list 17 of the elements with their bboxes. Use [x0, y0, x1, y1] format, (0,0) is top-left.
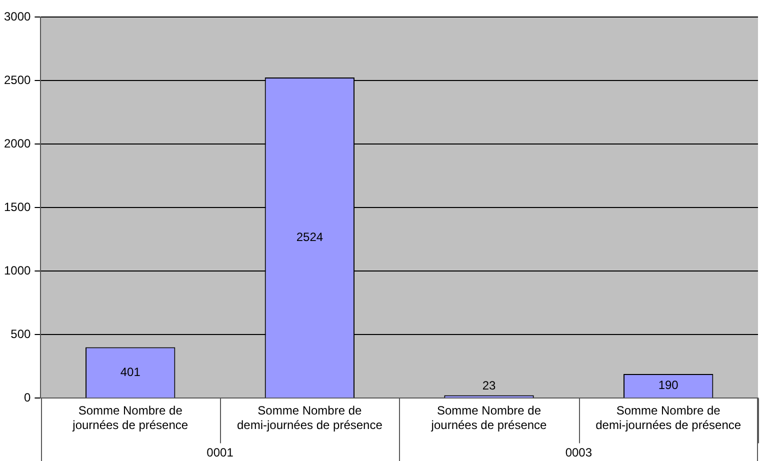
y-tick-label: 1000 — [4, 263, 32, 278]
data-label: 2524 — [296, 230, 324, 244]
data-label: 190 — [658, 378, 679, 392]
y-tick-label: 2000 — [4, 136, 32, 150]
x-tick-label: Somme Nombre de journées de présence — [430, 404, 548, 432]
data-label: 23 — [482, 378, 496, 393]
x-tick-label: Somme Nombre de journées de présence — [72, 404, 188, 432]
x-tick-label: Somme Nombre de demi-journées de présence — [236, 404, 383, 432]
data-label: 401 — [120, 364, 141, 379]
y-tick-label: 2500 — [4, 72, 32, 87]
y-tick-label: 0 — [24, 390, 32, 405]
y-tick-label: 3000 — [4, 9, 32, 24]
text: 0003 — [565, 445, 592, 460]
text: 0001 — [206, 445, 234, 460]
x-tick-label: Somme Nombre de demi-journées de présence — [596, 404, 742, 432]
y-tick-label: 1500 — [4, 200, 32, 214]
y-tick-label: 500 — [10, 326, 32, 341]
